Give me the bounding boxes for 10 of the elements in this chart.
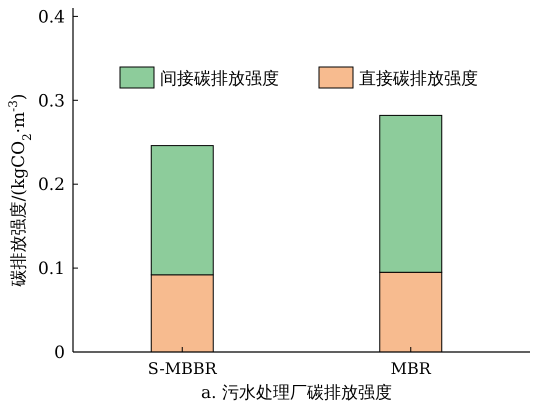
text: a. 污水处理厂碳排放强度: [201, 383, 392, 403]
x-tick-label: S-MBBR: [148, 359, 218, 378]
y-tick-label: 0.2: [38, 175, 65, 196]
y-tick-label: 0: [54, 343, 65, 363]
legend-label: 间接碳排放强度: [160, 69, 279, 89]
y-tick-label: 0.4: [38, 7, 65, 28]
y-tick-label: 0.3: [38, 91, 65, 112]
x-tick-label: MBR: [390, 359, 432, 378]
legend-label: 直接碳排放强度: [359, 69, 478, 89]
y-tick-label: 0.1: [38, 259, 65, 280]
